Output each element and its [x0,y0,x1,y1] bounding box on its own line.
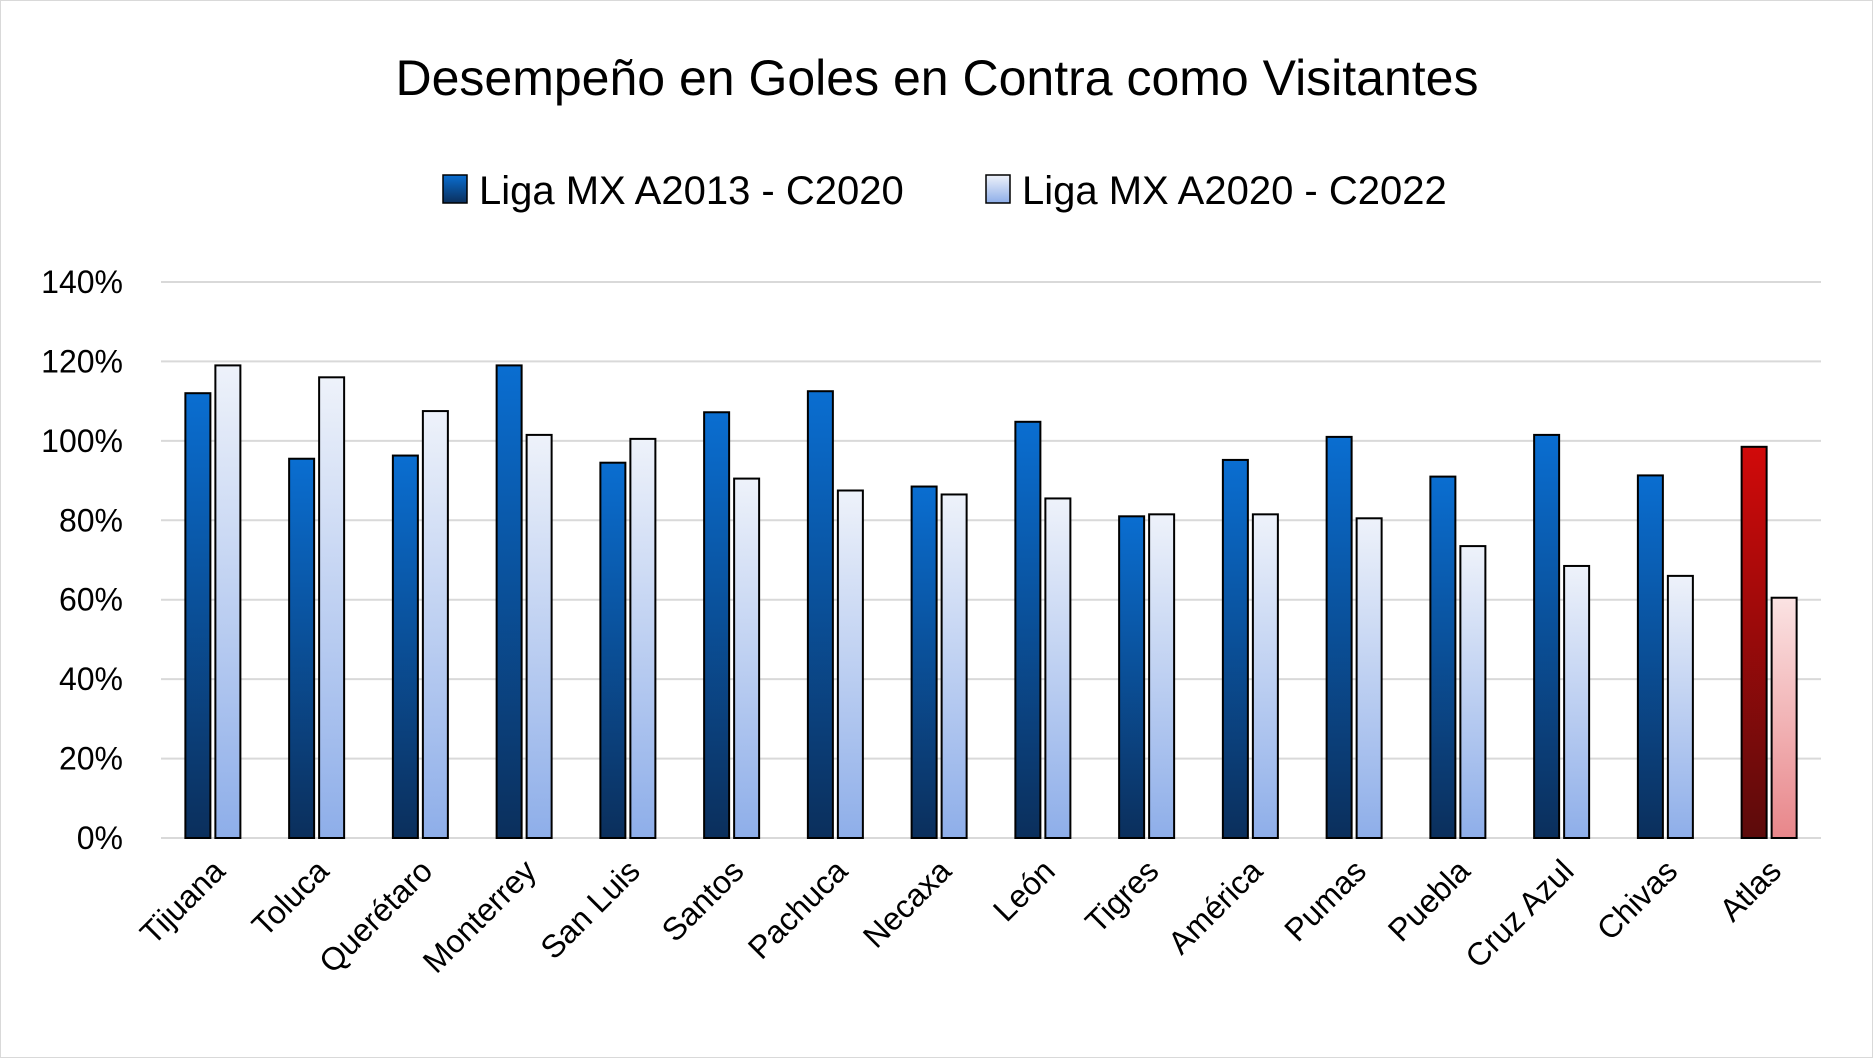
legend-swatch-series-2 [985,174,1011,204]
y-tick-label: 0% [77,820,123,856]
chart-title: Desempeño en Goles en Contra como Visita… [395,50,1478,106]
bar-series-2 [1666,574,1694,840]
bar-series-1 [391,454,419,839]
bar-series-1 [1740,445,1768,839]
y-tick-label: 100% [41,423,123,459]
x-tick-label: San Luis [533,852,647,966]
y-tick-label: 40% [59,661,123,697]
y-tick-label: 120% [41,343,123,379]
bar-series-2 [421,410,449,839]
bar-series-1 [1014,420,1042,839]
x-tick-label: Chivas [1590,852,1685,947]
bar-series-1 [495,364,523,839]
bar-series-1 [1429,475,1457,839]
bar-series-2 [733,477,761,839]
bar-series-2 [1770,596,1798,839]
bar-series-2 [1355,517,1383,839]
y-tick-label: 80% [59,502,123,538]
y-tick-label: 60% [59,582,123,618]
bar-series-2 [1251,513,1279,839]
x-tick-label: León [986,852,1062,928]
bar-series-2 [1044,497,1072,839]
x-tick-label: Pumas [1277,852,1373,948]
bar-series-1 [1533,433,1561,839]
bar-series-1 [1325,435,1353,839]
bar-series-1 [1636,474,1664,839]
bar-series-1 [184,392,212,839]
bar-series-1 [1221,458,1249,839]
x-tick-label: Puebla [1381,852,1477,948]
bar-series-2 [318,376,346,839]
bar-series-2 [940,493,968,839]
x-tick-label: Tijuana [133,852,232,951]
legend-swatch-series-1 [442,174,468,204]
x-tick-label: Atlas [1712,852,1788,928]
x-tick-label: América [1161,852,1270,961]
bar-series-1 [910,485,938,839]
bar-series-2 [629,437,657,839]
bar-series-1 [288,457,316,839]
bar-series-2 [525,433,553,839]
x-tick-label: Pachuca [741,852,855,966]
legend-label-series-1: Liga MX A2013 - C2020 [479,169,904,213]
x-tick-label: Querétaro [312,852,439,979]
y-axis-tick-labels: 0% 20% 40% 60% 80% 100% 120% 140% [41,264,123,856]
x-tick-label: Monterrey [416,852,543,979]
legend: Liga MX A2013 - C2020 Liga MX A2020 - C2… [442,169,1447,213]
bars [184,364,1798,840]
x-tick-label: Necaxa [856,852,958,954]
y-tick-label: 140% [41,264,123,300]
bar-series-2 [214,364,242,839]
bar-series-1 [703,411,731,839]
x-tick-label: Cruz Azul [1458,852,1580,974]
x-tick-label: Santos [655,852,751,948]
legend-label-series-2: Liga MX A2020 - C2022 [1022,169,1447,213]
x-tick-label: Tigres [1078,852,1165,939]
bar-series-1 [599,461,627,839]
bar-series-2 [836,489,864,839]
bar-series-2 [1459,545,1487,839]
bar-series-2 [1563,564,1591,839]
y-tick-label: 20% [59,741,123,777]
bar-series-2 [1148,513,1176,839]
x-tick-label: Toluca [245,852,336,943]
bar-series-1 [1118,515,1146,839]
bar-series-1 [806,390,834,839]
